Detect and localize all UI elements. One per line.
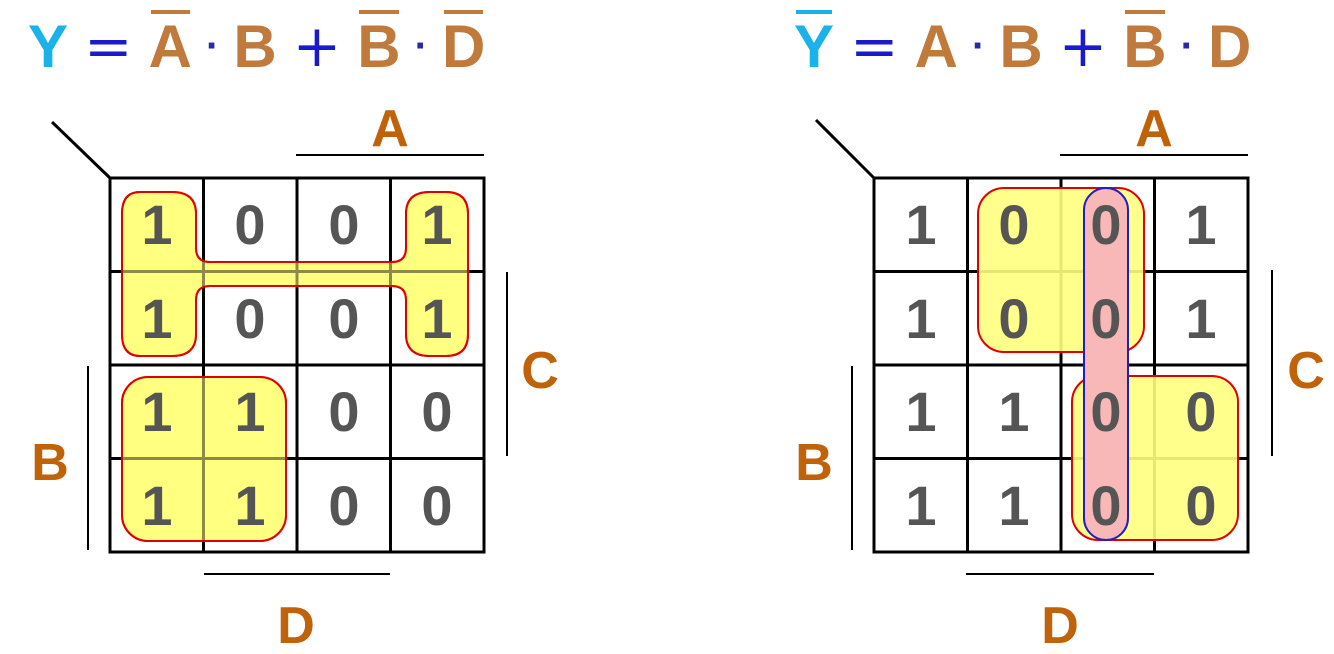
left-cell-r1c0: 1 — [141, 287, 172, 350]
right-formula-equals: = — [850, 12, 899, 80]
left-cell-r1c2: 0 — [328, 287, 359, 350]
left-label-b: B — [31, 434, 69, 492]
left-cell-r3c2: 0 — [328, 474, 359, 537]
left-cell-r3c0: 1 — [141, 474, 172, 537]
right-formula-term2-d: D — [1207, 12, 1252, 80]
right-cell-r3c0: 1 — [905, 474, 936, 537]
right-cell-r3c1: 1 — [998, 474, 1029, 537]
left-cell-digits: 1 0 0 1 1 0 0 1 1 1 0 0 1 1 0 0 — [141, 193, 452, 537]
right-cell-r0c2: 0 — [1090, 193, 1121, 256]
left-formula: Y = A · B + B · D — [28, 6, 485, 86]
left-cell-r3c1: 1 — [234, 474, 265, 537]
left-formula-term2-b-negated: B — [357, 9, 401, 80]
right-formula-output-negated: Y — [794, 9, 835, 80]
right-cell-digits: 1 0 0 1 1 0 0 1 1 1 0 0 1 1 0 0 — [905, 193, 1216, 537]
left-formula-output: Y — [28, 12, 69, 80]
right-cell-r0c3: 1 — [1185, 193, 1216, 256]
left-label-d: D — [277, 597, 315, 654]
left-formula-term2-d-negated: D — [441, 9, 486, 80]
right-formula-term2-b-negated: B — [1123, 9, 1167, 80]
left-cell-r2c3: 0 — [421, 380, 452, 443]
left-formula-equals: = — [84, 12, 133, 80]
left-formula-term1-a-negated: A — [148, 9, 192, 80]
right-formula-dot-2: · — [1180, 23, 1194, 68]
right-label-b: B — [795, 434, 833, 492]
right-cell-r0c0: 1 — [905, 193, 936, 256]
right-karnaugh-map: A C B D 1 0 0 1 1 0 0 1 1 1 0 0 1 1 0 0 — [795, 100, 1325, 654]
left-formula-plus: + — [292, 12, 342, 80]
left-formula-dot-2: · — [414, 23, 428, 68]
right-group-pink-column — [1083, 187, 1129, 541]
right-formula-term1-a: A — [914, 12, 958, 80]
left-formula-dot-1: · — [205, 23, 220, 68]
left-cell-r0c1: 0 — [234, 193, 265, 256]
left-label-a: A — [371, 100, 409, 158]
right-cell-r3c3: 0 — [1185, 474, 1216, 537]
right-formula-term1-b: B — [999, 12, 1043, 80]
right-label-a: A — [1135, 100, 1173, 158]
left-cell-r2c0: 1 — [141, 380, 172, 443]
left-cell-r2c1: 1 — [234, 380, 265, 443]
right-corner-diagonal — [814, 118, 876, 180]
left-cell-r0c0: 1 — [141, 193, 172, 256]
left-cell-r1c1: 0 — [234, 287, 265, 350]
right-formula-plus: + — [1058, 12, 1108, 80]
right-label-d: D — [1041, 597, 1079, 654]
right-formula: Y = A · B + B · D — [794, 6, 1251, 86]
right-cell-r2c1: 1 — [998, 380, 1029, 443]
right-cell-r2c3: 0 — [1185, 380, 1216, 443]
right-cell-r2c0: 1 — [905, 380, 936, 443]
right-cell-r1c0: 1 — [905, 287, 936, 350]
left-cell-r0c3: 1 — [421, 193, 452, 256]
left-cell-r3c3: 0 — [421, 474, 452, 537]
left-cell-r0c2: 0 — [328, 193, 359, 256]
left-karnaugh-map: A C B D 1 0 0 1 1 0 0 1 1 1 0 0 1 1 0 0 — [31, 100, 559, 654]
right-cell-r2c2: 0 — [1090, 380, 1121, 443]
right-cell-r1c3: 1 — [1185, 287, 1216, 350]
left-corner-diagonal — [50, 120, 112, 180]
right-cell-r3c2: 0 — [1090, 474, 1121, 537]
right-cell-r1c1: 0 — [998, 287, 1029, 350]
left-formula-term1-b: B — [233, 12, 277, 80]
right-label-c: C — [1287, 342, 1325, 400]
right-cell-r1c2: 0 — [1090, 287, 1121, 350]
left-cell-r2c2: 0 — [328, 380, 359, 443]
right-cell-r0c1: 0 — [998, 193, 1029, 256]
left-cell-r1c3: 1 — [421, 287, 452, 350]
right-formula-dot-1: · — [971, 23, 986, 68]
left-label-c: C — [521, 342, 559, 400]
